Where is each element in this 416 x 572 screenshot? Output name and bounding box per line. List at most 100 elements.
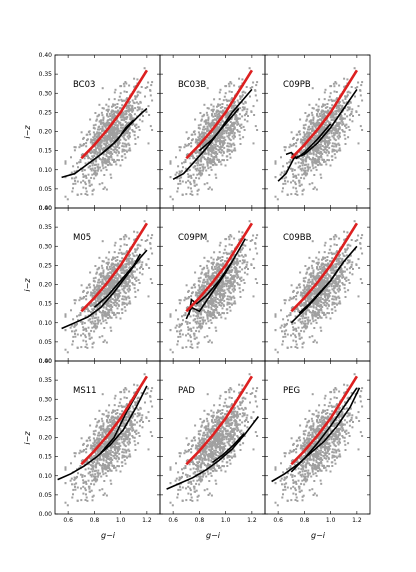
scatter-point (190, 307, 193, 310)
scatter-point (255, 237, 258, 240)
scatter-point (130, 273, 133, 275)
scatter-point (143, 220, 146, 223)
scatter-point (207, 117, 210, 120)
scatter-point (210, 146, 212, 149)
scatter-point (127, 302, 130, 305)
scatter-point (233, 126, 236, 129)
scatter-point (306, 154, 309, 157)
scatter-point (105, 109, 108, 112)
scatter-point (334, 139, 337, 142)
scatter-point (335, 143, 338, 146)
scatter-point (301, 342, 304, 345)
scatter-point (206, 127, 209, 130)
scatter-point (198, 139, 201, 142)
scatter-point (226, 253, 229, 256)
scatter-point (127, 259, 130, 262)
scatter-point (140, 263, 143, 266)
scatter-point (189, 336, 192, 339)
scatter-point (77, 319, 79, 322)
scatter-point (107, 291, 110, 294)
scatter-point (243, 282, 246, 284)
scatter-point (93, 133, 96, 136)
scatter-point (212, 268, 215, 271)
scatter-point (192, 326, 195, 329)
scatter-point (328, 159, 330, 162)
scatter-point (201, 322, 204, 325)
scatter-point (136, 244, 139, 247)
scatter-point (196, 143, 199, 146)
scatter-point (121, 303, 124, 306)
scatter-point (133, 85, 136, 88)
scatter-point (254, 278, 257, 281)
scatter-point (211, 313, 214, 316)
scatter-point (320, 309, 323, 312)
scatter-point (253, 114, 256, 116)
scatter-point (92, 162, 95, 165)
scatter-point (324, 274, 327, 277)
scatter-point (321, 306, 324, 308)
scatter-point (348, 108, 351, 110)
scatter-point (243, 261, 246, 263)
scatter-point (335, 124, 338, 127)
scatter-point (332, 289, 335, 292)
scatter-point (105, 293, 108, 296)
scatter-point (95, 132, 98, 135)
scatter-point (329, 129, 332, 132)
scatter-point (113, 281, 116, 284)
observed-fit-line (290, 69, 359, 160)
scatter-point (234, 104, 237, 107)
scatter-point (225, 272, 228, 274)
scatter-point (119, 107, 122, 110)
scatter-point (299, 271, 302, 274)
scatter-point (230, 143, 233, 146)
scatter-point (110, 286, 113, 289)
scatter-point (328, 121, 331, 124)
scatter-point (215, 137, 218, 140)
scatter-point (100, 297, 103, 300)
scatter-point (186, 169, 189, 172)
scatter-point (236, 121, 239, 124)
scatter-point (115, 132, 118, 135)
scatter-point (222, 139, 225, 142)
scatter-point (122, 252, 125, 255)
scatter-point (114, 138, 117, 141)
scatter-point (191, 292, 193, 295)
scatter-point (334, 156, 337, 159)
scatter-point (93, 325, 96, 328)
scatter-point (229, 139, 232, 142)
scatter-point (349, 101, 352, 104)
scatter-point (235, 115, 238, 118)
scatter-point (313, 146, 316, 149)
scatter-point (210, 161, 213, 163)
scatter-point (315, 103, 318, 106)
scatter-point (308, 310, 311, 313)
scatter-point (322, 140, 325, 143)
scatter-point (245, 112, 248, 115)
scatter-point (79, 143, 82, 146)
scatter-point (200, 285, 203, 288)
scatter-point (118, 294, 121, 297)
scatter-point (131, 274, 134, 277)
scatter-point (316, 124, 319, 127)
scatter-point (311, 125, 314, 128)
scatter-point (106, 277, 109, 280)
scatter-point (300, 149, 303, 152)
scatter-point (213, 274, 216, 277)
scatter-point (189, 346, 192, 348)
scatter-point (117, 290, 120, 293)
scatter-point (126, 135, 129, 138)
scatter-point (108, 143, 111, 146)
scatter-point (187, 173, 190, 176)
scatter-point (147, 105, 150, 108)
scatter-point (103, 296, 106, 299)
scatter-point (200, 163, 202, 166)
scatter-point (177, 165, 180, 168)
scatter-point (321, 139, 324, 142)
scatter-point (131, 260, 134, 263)
scatter-point (105, 256, 108, 259)
scatter-point (229, 269, 232, 272)
scatter-point (319, 151, 322, 154)
scatter-point (187, 332, 190, 335)
scatter-point (301, 346, 304, 349)
scatter-point (190, 142, 193, 145)
